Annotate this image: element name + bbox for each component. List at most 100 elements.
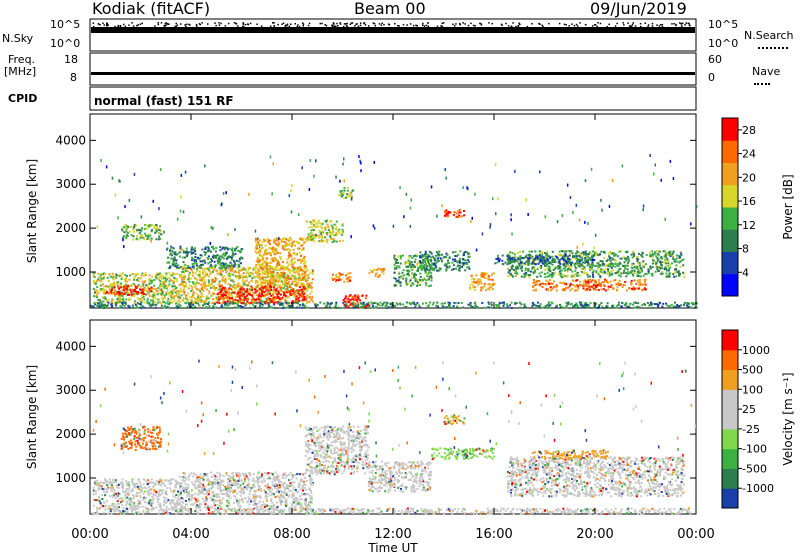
echo-cell: [264, 279, 267, 282]
echo-cell: [310, 223, 313, 226]
echo-cell: [527, 263, 530, 266]
echo-cell: [127, 225, 130, 228]
echo-cell: [248, 289, 251, 292]
echo-cell: [335, 240, 338, 243]
echo-cell: [428, 276, 431, 279]
echo-cell: [260, 254, 263, 257]
echo-cell: [655, 250, 658, 253]
echo-cell: [307, 286, 310, 289]
echo-cell: [212, 267, 215, 270]
echo-cell: [154, 231, 157, 234]
echo-cell: [113, 286, 116, 289]
nsky-point: [288, 25, 291, 27]
echo-cell: [570, 250, 573, 253]
echo-cell: [394, 277, 397, 280]
nsky-point: [585, 23, 587, 26]
echo-cell: [174, 291, 177, 294]
echo-cell: [399, 281, 402, 284]
echo-cell: [597, 265, 600, 268]
echo-cell: [100, 277, 103, 280]
echo-cell: [650, 273, 653, 276]
echo-cell: [281, 290, 283, 293]
echo-cell: [140, 229, 143, 232]
echo-cell: [560, 269, 563, 272]
echo-cell: [266, 263, 268, 266]
echo-cell: [169, 252, 172, 255]
echo-cell: [199, 276, 202, 279]
echo-cell: [341, 224, 344, 227]
nsky-point: [651, 22, 654, 25]
echo-cell: [429, 301, 431, 304]
echo-cell: [207, 279, 210, 282]
echo-cell: [99, 275, 102, 278]
echo-cell: [561, 276, 564, 279]
echo-cell: [167, 292, 169, 295]
echo-cell: [434, 259, 436, 262]
echo-cell: [266, 289, 269, 292]
echo-cell: [525, 272, 528, 274]
echo-cell: [314, 234, 317, 237]
echo-cell: [186, 299, 189, 302]
echo-cell: [259, 284, 262, 287]
echo-cell: [281, 240, 284, 243]
echo-cell: [563, 250, 566, 253]
echo-cell: [496, 258, 499, 261]
echo-cell: [148, 293, 151, 296]
echo-cell: [165, 248, 168, 251]
echo-cell: [154, 274, 157, 277]
echo-cell: [120, 292, 122, 295]
echo-cell: [394, 260, 397, 262]
echo-cell: [567, 254, 570, 257]
echo-cell: [603, 281, 605, 284]
echo-cell: [239, 294, 242, 297]
echo-cell: [465, 262, 468, 264]
echo-cell: [267, 299, 270, 301]
nsky-point: [175, 22, 177, 25]
echo-cell: [289, 286, 292, 289]
echo-cell: [483, 273, 485, 275]
echo-cell: [536, 306, 539, 309]
echo-cell: [451, 258, 454, 261]
echo-cell: [573, 254, 576, 257]
echo-cell: [440, 258, 443, 261]
echo-cell: [266, 257, 269, 260]
echo-cell: [252, 291, 255, 294]
echo-cell: [125, 230, 128, 233]
echo-cell: [259, 297, 262, 300]
echo-cell: [459, 257, 462, 260]
echo-cell: [636, 256, 639, 259]
echo-cell: [391, 301, 394, 304]
echo-cell: [197, 294, 200, 297]
echo-cell: [154, 306, 157, 309]
echo-cell: [579, 253, 582, 255]
echo-cell: [200, 283, 203, 286]
echo-cell: [298, 277, 301, 280]
echo-cell: [185, 284, 188, 287]
echo-cell: [222, 257, 225, 260]
echo-cell: [277, 241, 280, 244]
echo-cell: [159, 283, 162, 286]
echo-cell: [298, 241, 301, 244]
echo-cell: [277, 302, 280, 305]
echo-cell: [549, 304, 552, 307]
echo-cell: [311, 286, 314, 289]
echo-cell: [191, 263, 194, 265]
nsky-point: [596, 25, 598, 28]
echo-cell: [179, 290, 182, 293]
echo-cell: [321, 227, 324, 230]
echo-cell: [159, 280, 162, 282]
echo-cell: [160, 277, 163, 280]
echo-cell: [623, 284, 626, 286]
echo-cell: [287, 264, 290, 267]
echo-cell: [592, 262, 595, 265]
echo-cell: [408, 263, 411, 266]
echo-cell: [309, 271, 312, 274]
echo-cell: [341, 194, 344, 197]
echo-cell: [581, 256, 584, 259]
echo-cell: [600, 285, 602, 288]
echo-cell: [416, 263, 419, 266]
echo-cell: [427, 259, 430, 262]
echo-cell: [221, 295, 224, 298]
echo-cell: [254, 291, 257, 294]
nsky-point: [356, 23, 358, 25]
